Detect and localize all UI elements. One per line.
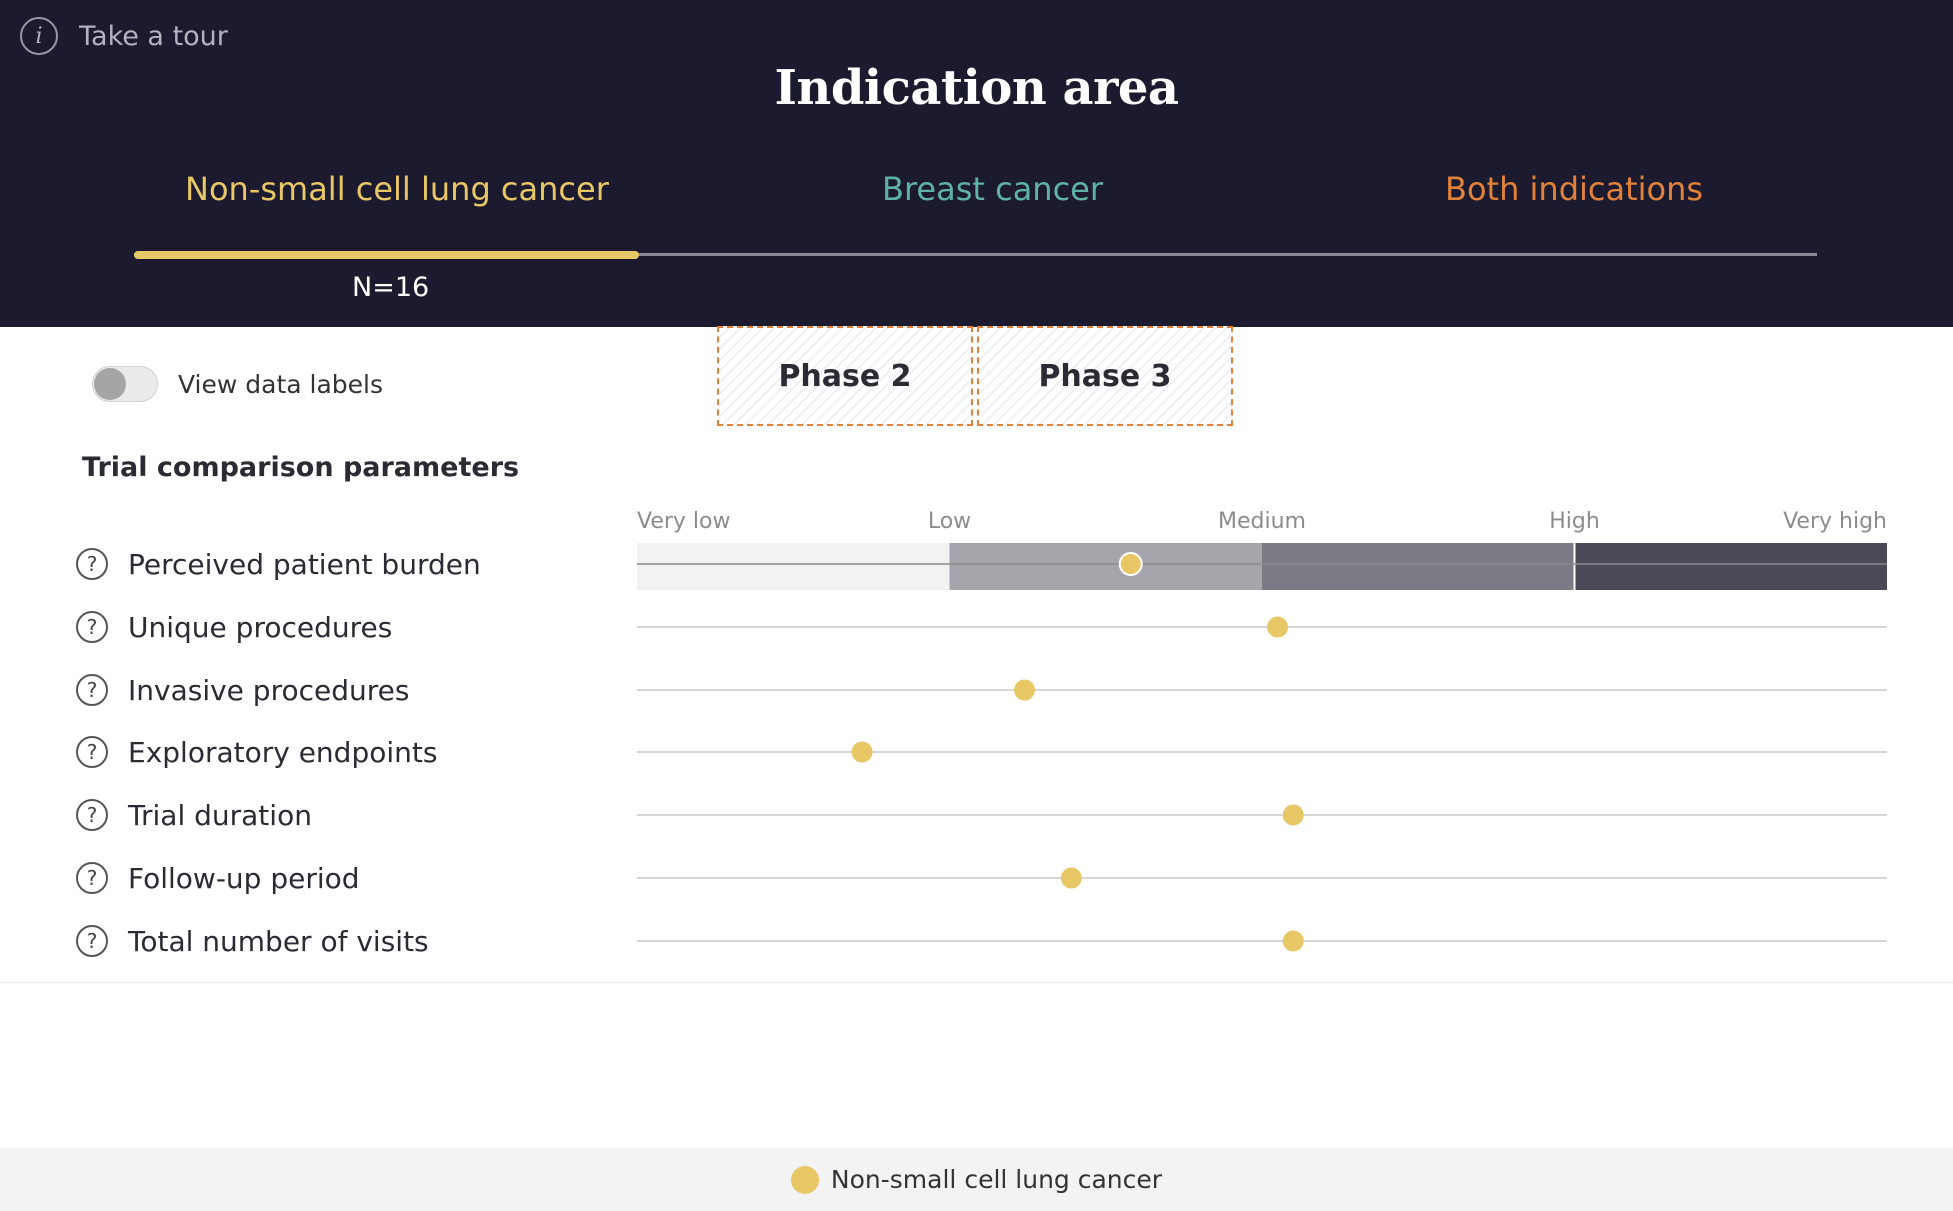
take-a-tour-label: Take a tour xyxy=(79,20,228,52)
sample-count: N=16 xyxy=(352,272,430,303)
view-data-labels-toggle-group[interactable]: View data labels xyxy=(92,366,383,402)
scale-label-low: Low xyxy=(927,509,972,534)
scale-label-very-high: Very high xyxy=(1783,509,1887,534)
tab-track xyxy=(134,253,1817,256)
data-point-perceived-patient-burden[interactable] xyxy=(1118,552,1143,576)
scale-label-high: High xyxy=(1549,509,1600,534)
divider xyxy=(0,982,1953,983)
parameter-label: Unique procedures xyxy=(128,610,393,644)
help-icon[interactable]: ? xyxy=(76,674,108,706)
scale-band-very-low xyxy=(637,543,950,590)
tab-active-indicator xyxy=(134,251,639,259)
tab-non-small-cell-lung-cancer[interactable]: Non-small cell lung cancer xyxy=(185,170,609,208)
help-icon[interactable]: ? xyxy=(76,862,108,894)
parameter-label: Trial duration xyxy=(128,798,312,832)
data-point-total-number-of-visits[interactable] xyxy=(1282,930,1304,952)
scale-label-medium: Medium xyxy=(1218,509,1306,534)
parameter-row-total-number-of-visits: ? Total number of visits xyxy=(76,921,429,961)
tab-breast-cancer[interactable]: Breast cancer xyxy=(882,170,1104,208)
info-icon: i xyxy=(20,17,58,55)
data-point-follow-up-period[interactable] xyxy=(1060,867,1082,889)
view-data-labels-toggle[interactable] xyxy=(92,366,158,402)
data-point-invasive-procedures[interactable] xyxy=(1014,679,1035,701)
legend-marker xyxy=(790,1165,819,1194)
parameter-row-unique-procedures: ? Unique procedures xyxy=(76,607,392,647)
section-title: Trial comparison parameters xyxy=(82,452,520,483)
help-icon[interactable]: ? xyxy=(76,611,108,643)
data-point-trial-duration[interactable] xyxy=(1282,804,1304,826)
parameter-row-trial-duration: ? Trial duration xyxy=(76,795,312,835)
parameter-label: Perceived patient burden xyxy=(128,547,481,581)
legend: Non-small cell lung cancer xyxy=(0,1148,1953,1211)
parameter-label: Follow-up period xyxy=(128,861,360,895)
page-title: Indication area xyxy=(774,60,1179,116)
parameter-label: Exploratory endpoints xyxy=(128,735,438,769)
scale-label-very-low: Very low xyxy=(637,509,731,534)
help-icon[interactable]: ? xyxy=(76,736,108,768)
comparison-chart xyxy=(637,543,1887,952)
parameter-row-invasive-procedures: ? Invasive procedures xyxy=(76,670,409,710)
help-icon[interactable]: ? xyxy=(76,925,108,957)
parameter-row-follow-up-period: ? Follow-up period xyxy=(76,858,360,898)
legend-label: Non-small cell lung cancer xyxy=(830,1165,1163,1194)
data-point-unique-procedures[interactable] xyxy=(1267,616,1289,638)
parameter-label: Invasive procedures xyxy=(128,673,410,707)
help-icon[interactable]: ? xyxy=(76,548,108,580)
data-point-exploratory-endpoints[interactable] xyxy=(851,741,873,763)
parameter-row-perceived-patient-burden: ? Perceived patient burden xyxy=(76,544,481,584)
take-a-tour-link[interactable]: i Take a tour xyxy=(20,16,228,56)
parameter-row-exploratory-endpoints: ? Exploratory endpoints xyxy=(76,732,437,772)
tab-both-indications[interactable]: Both indications xyxy=(1445,170,1704,208)
phase-2-button[interactable]: Phase 2 xyxy=(717,326,973,426)
scale-band-low xyxy=(949,543,1262,590)
parameter-label: Total number of visits xyxy=(128,924,429,958)
toggle-knob xyxy=(94,368,126,400)
help-icon[interactable]: ? xyxy=(76,799,108,831)
view-data-labels-label: View data labels xyxy=(178,369,384,399)
phase-3-button[interactable]: Phase 3 xyxy=(977,326,1233,426)
header: i Take a tour Indication area Non-small … xyxy=(0,0,1953,327)
scale-band-medium xyxy=(1262,543,1575,590)
scale-band-high xyxy=(1574,543,1887,590)
